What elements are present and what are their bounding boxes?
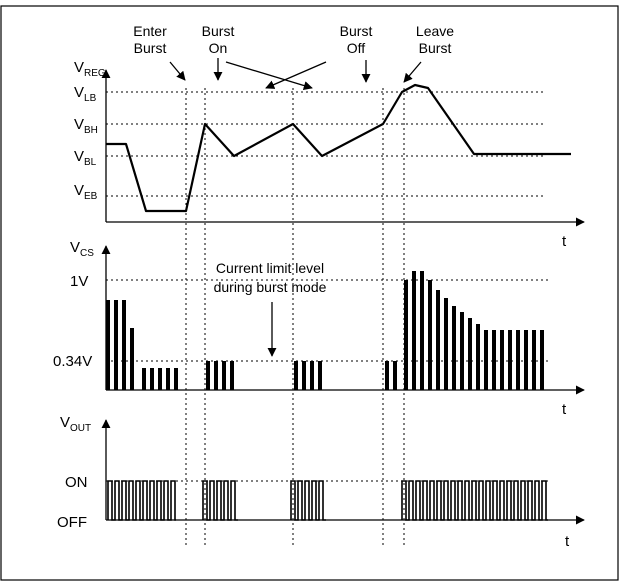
arrow-off-to-left <box>265 61 327 89</box>
label-leave-burst-1: Leave <box>416 23 454 39</box>
event-guide-lines <box>185 88 405 548</box>
vcs-annotation-1: Current limit level <box>216 260 324 276</box>
vcs-pulse-30 <box>492 330 496 390</box>
vcs-pulse-32 <box>508 330 512 390</box>
vcs-pulse-15 <box>310 361 314 390</box>
vcs-pulse-25 <box>452 306 456 390</box>
vcs-pulse-0 <box>106 300 110 390</box>
vout-square-wave <box>107 480 548 521</box>
vout-time-label: t <box>565 533 570 550</box>
vreg-level-eb-label: VEB <box>74 182 98 202</box>
vout-switching-group-1 <box>202 480 238 521</box>
vcs-level-1v-label: 1V <box>70 273 88 290</box>
vcs-pulse-21 <box>420 271 424 390</box>
label-burst-on-1: Burst <box>202 23 235 39</box>
vcs-pulse-11 <box>222 361 226 390</box>
vcs-pulse-23 <box>436 290 440 390</box>
vreg-level-bh-label: VBH <box>74 116 98 136</box>
label-burst-off-2: Off <box>347 40 366 56</box>
vout-on-label: ON <box>65 474 88 491</box>
vcs-pulse-28 <box>476 324 480 390</box>
vout-off-label: OFF <box>57 514 87 531</box>
arrow-on-to-right <box>225 61 313 90</box>
vcs-pulse-12 <box>230 361 234 390</box>
vreg-waveform <box>106 83 571 213</box>
vcs-axis-title: VCS <box>70 239 94 259</box>
figure-border <box>0 5 619 581</box>
vreg-time-label: t <box>562 233 567 250</box>
vcs-pulse-26 <box>460 312 464 390</box>
vreg-level-bl-label: VBL <box>74 148 97 168</box>
vcs-pulse-27 <box>468 318 472 390</box>
vcs-pulse-20 <box>412 271 416 390</box>
vout-switching-group-3 <box>401 480 548 521</box>
vreg-axis-title: VREG <box>74 59 106 79</box>
vcs-pulse-3 <box>130 328 134 390</box>
vcs-pulse-8 <box>174 368 178 390</box>
vcs-pulse-31 <box>500 330 504 390</box>
vcs-pulse-9 <box>206 361 210 390</box>
vcs-level-034-label: 0.34V <box>53 353 92 370</box>
vcs-pulse-10 <box>214 361 218 390</box>
panel-vcs: VCS 1V 0.34V Current limit level during … <box>53 239 585 418</box>
vcs-pulse-24 <box>444 298 448 390</box>
vcs-pulse-35 <box>532 330 536 390</box>
vcs-pulse-34 <box>524 330 528 390</box>
arrow-enter-burst <box>169 61 186 81</box>
vcs-pulse-13 <box>294 361 298 390</box>
vout-switching-group-2 <box>290 480 326 521</box>
label-enter-burst-1: Enter <box>133 23 167 39</box>
vcs-pulse-22 <box>428 280 432 390</box>
vcs-pulse-33 <box>516 330 520 390</box>
vcs-pulse-36 <box>540 330 544 390</box>
vcs-pulse-18 <box>393 361 397 390</box>
vcs-pulse-19 <box>404 280 408 390</box>
vcs-pulse-7 <box>166 368 170 390</box>
label-enter-burst-2: Burst <box>134 40 167 56</box>
vout-switching-group-0 <box>107 480 176 521</box>
vcs-pulse-29 <box>484 330 488 390</box>
vcs-pulse-2 <box>122 300 126 390</box>
vcs-pulse-4 <box>142 368 146 390</box>
vcs-pulse-train <box>106 271 544 390</box>
label-burst-off-1: Burst <box>340 23 373 39</box>
vcs-pulse-16 <box>318 361 322 390</box>
arrow-leave-burst <box>403 61 422 83</box>
vcs-pulse-14 <box>302 361 306 390</box>
vcs-pulse-1 <box>114 300 118 390</box>
label-leave-burst-2: Burst <box>419 40 452 56</box>
vout-axis-title: VOUT <box>60 414 91 434</box>
vcs-time-label: t <box>562 401 567 418</box>
vcs-pulse-17 <box>385 361 389 390</box>
vcs-pulse-5 <box>150 368 154 390</box>
top-labels: Enter Burst Burst On Burst Off Leave Bur… <box>133 23 454 56</box>
vcs-annotation-2: during burst mode <box>214 279 327 295</box>
event-arrows <box>169 58 422 90</box>
panel-vout: VOUT ON OFF t <box>57 414 585 550</box>
panel-vreg: VREG VLB VBH VBL VEB t <box>74 59 585 250</box>
vcs-pulse-6 <box>158 368 162 390</box>
vreg-level-lb-label: VLB <box>74 84 97 104</box>
label-burst-on-2: On <box>209 40 228 56</box>
